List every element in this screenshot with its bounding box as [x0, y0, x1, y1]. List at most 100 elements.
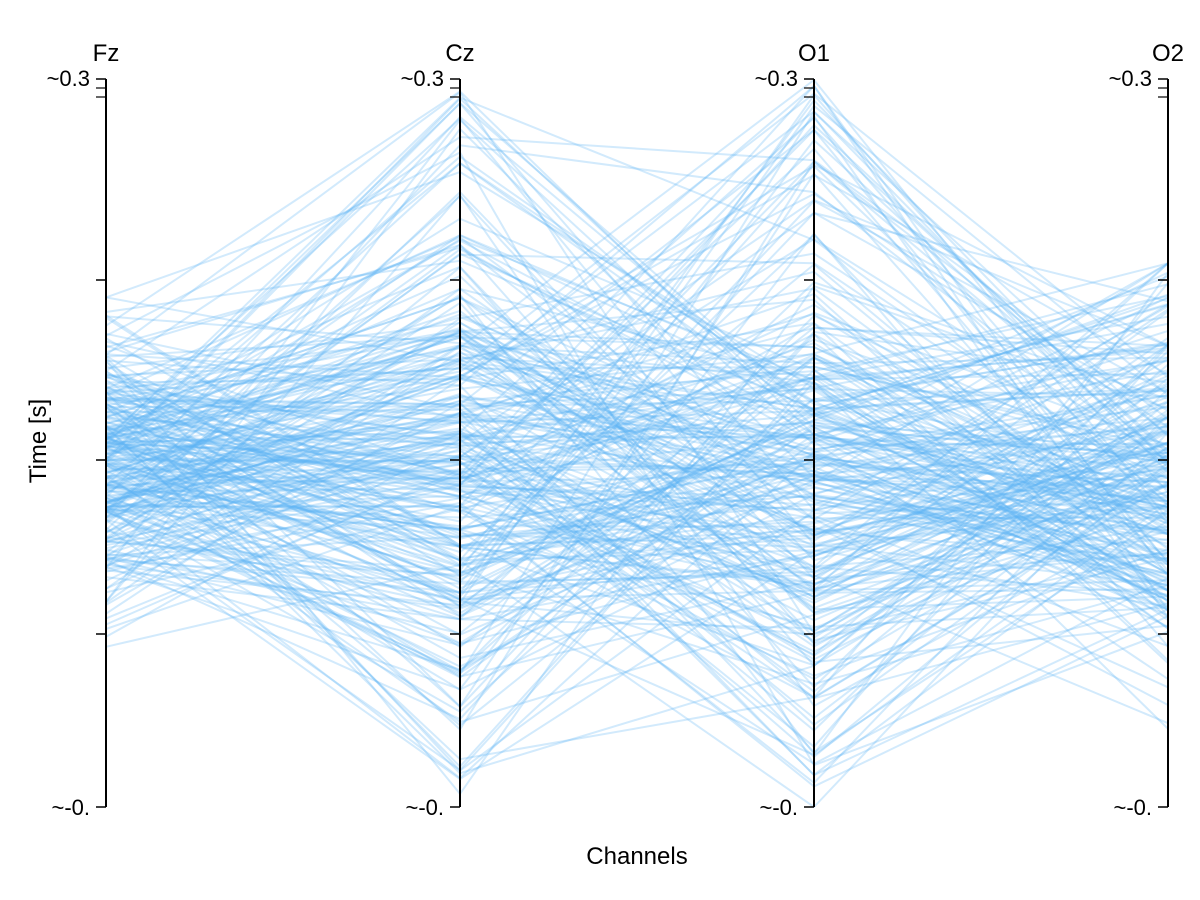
trace-line — [105, 313, 1169, 484]
trace-line — [105, 322, 1169, 662]
trace-line — [105, 292, 1169, 612]
trace-line — [105, 415, 1169, 579]
trace-line — [105, 452, 1169, 618]
trace-line — [105, 311, 1169, 475]
trace-line — [105, 92, 1169, 394]
trace-line — [105, 491, 1169, 781]
trace-line — [105, 104, 1169, 604]
trace-line — [105, 332, 1169, 706]
trace-line — [105, 243, 1169, 646]
trace-line — [105, 342, 1169, 509]
trace-line — [105, 428, 1169, 583]
trace-line — [105, 236, 1169, 563]
trace-line — [105, 252, 1169, 558]
trace-line — [105, 442, 1169, 542]
trace-line — [105, 246, 1169, 444]
trace-line — [105, 479, 1169, 766]
trace-line — [105, 293, 1169, 575]
axis-bottom-label: ~-0. — [51, 795, 90, 820]
trace-line — [105, 326, 1169, 608]
trace-line — [105, 416, 1169, 452]
trace-line — [105, 365, 1169, 450]
trace-line — [105, 316, 1169, 585]
trace-line — [105, 263, 1169, 561]
trace-line — [105, 400, 1169, 693]
trace-line — [105, 388, 1169, 732]
trace-line — [105, 270, 1169, 566]
trace-line — [105, 296, 1169, 596]
trace-line — [105, 398, 1169, 575]
trace-line — [105, 426, 1169, 657]
trace-line — [105, 321, 1169, 561]
trace-line — [105, 123, 1169, 508]
trace-line — [105, 354, 1169, 537]
trace-line — [105, 271, 1169, 441]
trace-line — [105, 282, 1169, 699]
trace-line — [105, 326, 1169, 533]
trace-line — [105, 262, 1169, 592]
trace-line — [105, 343, 1169, 587]
trace-line — [105, 385, 1169, 557]
trace-line — [105, 163, 1169, 562]
trace-line — [105, 485, 1169, 628]
trace-line — [105, 173, 1169, 466]
trace-line — [105, 164, 1169, 506]
trace-line — [105, 396, 1169, 532]
trace-line — [105, 462, 1169, 542]
trace-line — [105, 332, 1169, 700]
trace-line — [105, 117, 1169, 586]
trace-line — [105, 287, 1169, 440]
trace-line — [105, 458, 1169, 520]
trace-line — [105, 535, 1169, 601]
trace-line — [105, 281, 1169, 621]
trace-line — [105, 394, 1169, 485]
trace-line — [105, 193, 1169, 708]
trace-line — [105, 384, 1169, 609]
trace-line — [105, 303, 1169, 526]
trace-line — [105, 440, 1169, 591]
trace-line — [105, 297, 1169, 535]
trace-line — [105, 415, 1169, 511]
trace-line — [105, 386, 1169, 681]
trace-line — [105, 96, 1169, 499]
channel-label: O2 — [1152, 40, 1184, 67]
trace-line — [105, 359, 1169, 479]
trace-line — [105, 259, 1169, 410]
trace-line — [105, 396, 1169, 484]
trace-line — [105, 356, 1169, 592]
trace-line — [105, 359, 1169, 754]
trace-line — [105, 401, 1169, 609]
trace-line — [105, 115, 1169, 499]
trace-line — [105, 315, 1169, 730]
trace-line — [105, 418, 1169, 578]
trace-line — [105, 198, 1169, 490]
trace-line — [105, 413, 1169, 785]
trace-line — [105, 347, 1169, 579]
trace-line — [105, 101, 1169, 566]
trace-line — [105, 78, 1169, 521]
trace-line — [105, 310, 1169, 571]
trace-line — [105, 274, 1169, 614]
trace-line — [105, 98, 1169, 572]
trace-line — [105, 391, 1169, 549]
trace-line — [105, 283, 1169, 481]
trace-line — [105, 540, 1169, 686]
trace-line — [105, 397, 1169, 648]
trace-line — [105, 365, 1169, 445]
trace-line — [105, 233, 1169, 592]
trace-line — [105, 272, 1169, 756]
trace-line — [105, 450, 1169, 661]
trace-line — [105, 321, 1169, 573]
trace-line — [105, 316, 1169, 457]
trace-line — [105, 369, 1169, 649]
trace-line — [105, 333, 1169, 536]
trace-line — [105, 365, 1169, 587]
trace-line — [105, 353, 1169, 548]
trace-line — [105, 370, 1169, 648]
trace-line — [105, 330, 1169, 506]
trace-line — [105, 334, 1169, 575]
trace-line — [105, 441, 1169, 621]
trace-line — [105, 232, 1169, 691]
trace-line — [105, 90, 1169, 635]
trace-line — [105, 295, 1169, 514]
